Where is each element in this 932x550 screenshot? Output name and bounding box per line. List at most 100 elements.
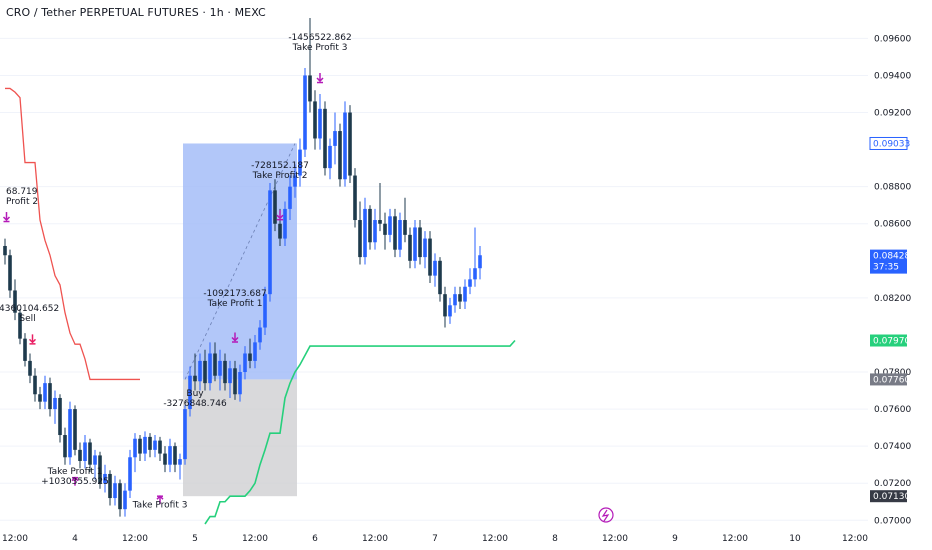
candle bbox=[73, 405, 77, 456]
candle bbox=[113, 475, 117, 506]
candle bbox=[213, 342, 217, 382]
trade-annotation: +1030355.925 bbox=[41, 477, 109, 487]
y-tick-label: 0.07400 bbox=[874, 442, 911, 452]
candle-body bbox=[118, 483, 122, 510]
trade-annotation: -4360104.652 bbox=[0, 304, 59, 314]
candle bbox=[163, 446, 167, 473]
candle bbox=[338, 123, 342, 187]
trade-annotation: -1092173.687 bbox=[203, 289, 266, 299]
trade-marker-icon bbox=[71, 476, 79, 486]
position-path bbox=[184, 143, 296, 380]
price-tag: 0.07760 bbox=[870, 373, 910, 386]
candle bbox=[68, 401, 72, 465]
candle-body bbox=[238, 372, 242, 395]
candle-body bbox=[93, 455, 97, 465]
candle-body bbox=[398, 220, 402, 250]
candle bbox=[418, 220, 422, 265]
candle-body bbox=[148, 436, 152, 450]
candle-body bbox=[28, 360, 32, 376]
candle bbox=[158, 436, 162, 461]
candle bbox=[208, 342, 212, 391]
candle-body bbox=[298, 149, 302, 176]
candle bbox=[323, 101, 327, 176]
candle bbox=[123, 483, 127, 517]
candle bbox=[368, 205, 372, 250]
candle-body bbox=[208, 353, 212, 384]
x-tick-label: 12:00 bbox=[722, 534, 748, 544]
candle-body bbox=[423, 238, 427, 258]
candle-body bbox=[63, 435, 67, 458]
lower-stop-line bbox=[204, 339, 516, 525]
marker-head bbox=[71, 476, 79, 482]
candle-body bbox=[223, 360, 227, 384]
candle-body bbox=[158, 440, 162, 454]
candle-body bbox=[443, 294, 447, 317]
candle bbox=[478, 245, 482, 280]
profit-zone bbox=[183, 143, 297, 380]
candle-body bbox=[393, 216, 397, 250]
candle bbox=[253, 334, 257, 369]
candle bbox=[243, 346, 247, 380]
x-tick-label: 10 bbox=[789, 534, 801, 544]
y-tick-label: 0.07600 bbox=[874, 405, 911, 415]
x-tick-label: 12:00 bbox=[602, 534, 628, 544]
candle bbox=[223, 353, 227, 391]
candle-body bbox=[173, 446, 177, 465]
candle-body bbox=[3, 245, 7, 256]
candle-body bbox=[58, 397, 62, 436]
candle bbox=[238, 364, 242, 402]
candle bbox=[13, 279, 17, 321]
candle bbox=[413, 220, 417, 269]
candle-body bbox=[343, 112, 347, 180]
candle-body bbox=[133, 438, 137, 458]
x-tick-label: 12:00 bbox=[842, 534, 868, 544]
candle bbox=[168, 438, 172, 473]
candle bbox=[148, 433, 152, 458]
marker-head bbox=[2, 216, 11, 222]
candle bbox=[33, 368, 37, 402]
candle-body bbox=[268, 190, 272, 295]
trade-marker-icon bbox=[28, 334, 37, 345]
x-tick-label: 12:00 bbox=[242, 534, 268, 544]
candle-body bbox=[43, 383, 47, 402]
candle-body bbox=[23, 338, 27, 361]
chart-title: CRO / Tether PERPETUAL FUTURES · 1h · ME… bbox=[6, 6, 266, 19]
candle-body bbox=[278, 223, 282, 239]
trade-annotation: Take Profit 1 bbox=[207, 299, 263, 309]
trade-annotation: Take Profit 3 bbox=[132, 500, 188, 510]
candle-body bbox=[368, 208, 372, 243]
candle-body bbox=[168, 446, 172, 465]
candle bbox=[218, 349, 222, 391]
candle bbox=[378, 182, 382, 232]
x-tick-label: 12:00 bbox=[122, 534, 148, 544]
candle-body bbox=[18, 312, 22, 339]
candle bbox=[203, 349, 207, 391]
candle bbox=[363, 197, 367, 265]
price-tag-label: 0.08428 bbox=[873, 252, 910, 262]
candle bbox=[283, 201, 287, 246]
candle bbox=[318, 93, 322, 150]
candle-body bbox=[358, 220, 362, 258]
candle bbox=[28, 353, 32, 384]
y-tick-label: 0.07800 bbox=[874, 368, 911, 378]
candle-body bbox=[383, 223, 387, 235]
candle bbox=[298, 138, 302, 187]
candle-body bbox=[68, 409, 72, 458]
candle-body bbox=[428, 238, 432, 276]
candle-body bbox=[293, 175, 297, 187]
candle-body bbox=[183, 409, 187, 460]
countdown-label: 37:35 bbox=[873, 263, 899, 273]
candle-body bbox=[113, 483, 117, 499]
candle bbox=[18, 308, 22, 345]
candle bbox=[403, 197, 407, 243]
y-tick-label: 0.09400 bbox=[874, 71, 911, 81]
candle bbox=[138, 435, 142, 461]
candle bbox=[248, 338, 252, 369]
candle-body bbox=[203, 360, 207, 384]
candle bbox=[293, 164, 297, 198]
marker-head bbox=[316, 77, 324, 83]
candle bbox=[88, 438, 92, 473]
candle bbox=[38, 386, 42, 410]
candle-body bbox=[103, 473, 107, 484]
